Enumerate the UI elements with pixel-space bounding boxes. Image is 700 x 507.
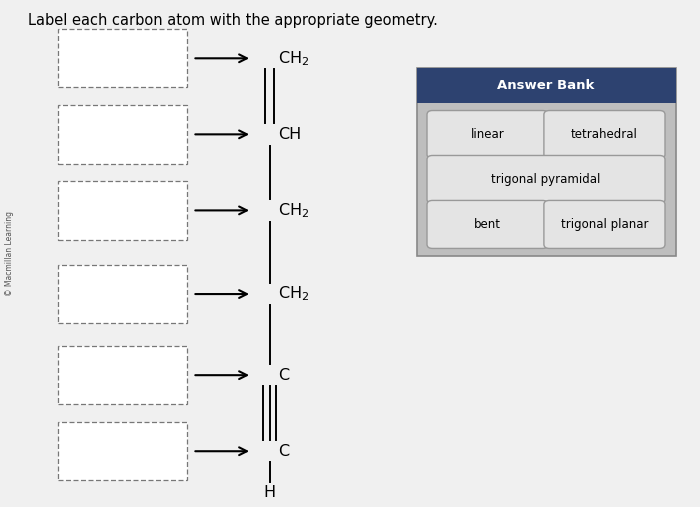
Text: linear: linear [470,128,505,141]
Text: Answer Bank: Answer Bank [497,79,595,92]
FancyBboxPatch shape [427,200,548,248]
FancyBboxPatch shape [416,68,676,256]
Text: C: C [278,444,289,459]
FancyBboxPatch shape [427,156,665,203]
FancyBboxPatch shape [57,182,187,240]
FancyBboxPatch shape [427,111,548,159]
Text: trigonal planar: trigonal planar [561,218,648,231]
Text: trigonal pyramidal: trigonal pyramidal [491,173,601,186]
Text: CH$_2$: CH$_2$ [278,201,309,220]
FancyBboxPatch shape [57,346,187,405]
FancyBboxPatch shape [57,265,187,323]
FancyBboxPatch shape [544,200,665,248]
Text: bent: bent [474,218,501,231]
FancyBboxPatch shape [544,111,665,159]
FancyBboxPatch shape [57,29,187,87]
Text: © Macmillan Learning: © Macmillan Learning [5,211,13,296]
Text: C: C [278,368,289,383]
Text: tetrahedral: tetrahedral [571,128,638,141]
FancyBboxPatch shape [416,68,676,103]
Text: Label each carbon atom with the appropriate geometry.: Label each carbon atom with the appropri… [28,13,438,28]
FancyBboxPatch shape [57,422,187,481]
FancyBboxPatch shape [57,105,187,164]
Text: CH: CH [278,127,301,142]
Text: H: H [263,485,276,500]
Text: CH$_2$: CH$_2$ [278,285,309,303]
Text: CH$_2$: CH$_2$ [278,49,309,67]
